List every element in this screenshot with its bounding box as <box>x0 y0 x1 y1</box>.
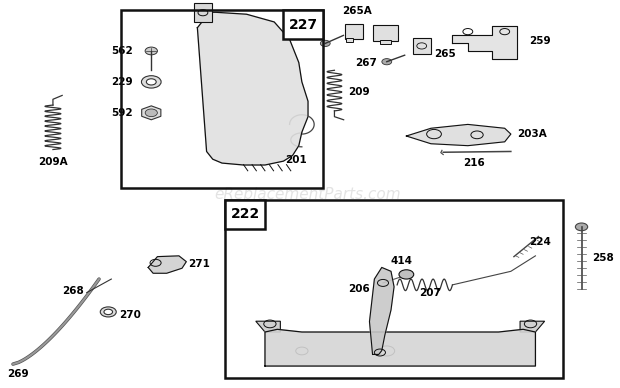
Text: 201: 201 <box>285 155 307 165</box>
Text: 562: 562 <box>111 46 133 56</box>
Text: 271: 271 <box>188 258 210 268</box>
Text: 224: 224 <box>529 237 551 247</box>
Text: 203A: 203A <box>517 129 547 139</box>
Circle shape <box>382 59 392 65</box>
Text: 268: 268 <box>62 286 84 296</box>
Text: 592: 592 <box>111 108 133 118</box>
Text: 216: 216 <box>463 158 485 168</box>
Bar <box>345 24 363 39</box>
Polygon shape <box>197 12 308 165</box>
Text: 227: 227 <box>289 18 318 32</box>
Bar <box>373 25 399 41</box>
Circle shape <box>575 223 588 231</box>
Polygon shape <box>453 26 517 59</box>
Text: 229: 229 <box>111 77 133 87</box>
Text: 209: 209 <box>348 87 370 97</box>
Bar <box>380 40 391 44</box>
Circle shape <box>146 79 156 85</box>
Circle shape <box>145 47 157 55</box>
Bar <box>283 10 324 39</box>
Text: 259: 259 <box>529 36 551 46</box>
Circle shape <box>100 307 116 317</box>
Circle shape <box>321 40 330 47</box>
Circle shape <box>145 109 157 117</box>
Text: 222: 222 <box>231 207 260 221</box>
Polygon shape <box>256 321 280 332</box>
Circle shape <box>104 309 113 315</box>
Polygon shape <box>520 321 544 332</box>
Bar <box>412 38 431 54</box>
Text: 270: 270 <box>119 310 141 320</box>
Text: 267: 267 <box>355 57 377 68</box>
Polygon shape <box>148 256 187 273</box>
Bar <box>194 3 211 22</box>
Text: eReplacementParts.com: eReplacementParts.com <box>215 187 401 201</box>
Text: 258: 258 <box>593 253 614 263</box>
Polygon shape <box>265 329 536 366</box>
Text: 414: 414 <box>391 256 413 265</box>
Bar <box>225 200 265 229</box>
Text: 269: 269 <box>7 369 29 379</box>
Circle shape <box>141 76 161 88</box>
Text: 265A: 265A <box>342 6 372 16</box>
Circle shape <box>399 270 414 279</box>
Bar <box>120 10 324 188</box>
Text: 265: 265 <box>434 49 456 59</box>
Bar <box>225 200 563 378</box>
Bar <box>346 38 353 42</box>
Text: 209A: 209A <box>38 157 68 167</box>
Text: 207: 207 <box>418 288 441 298</box>
Polygon shape <box>406 125 511 146</box>
Text: 206: 206 <box>348 284 370 294</box>
Polygon shape <box>370 267 394 355</box>
Text: 267: 267 <box>292 33 314 42</box>
